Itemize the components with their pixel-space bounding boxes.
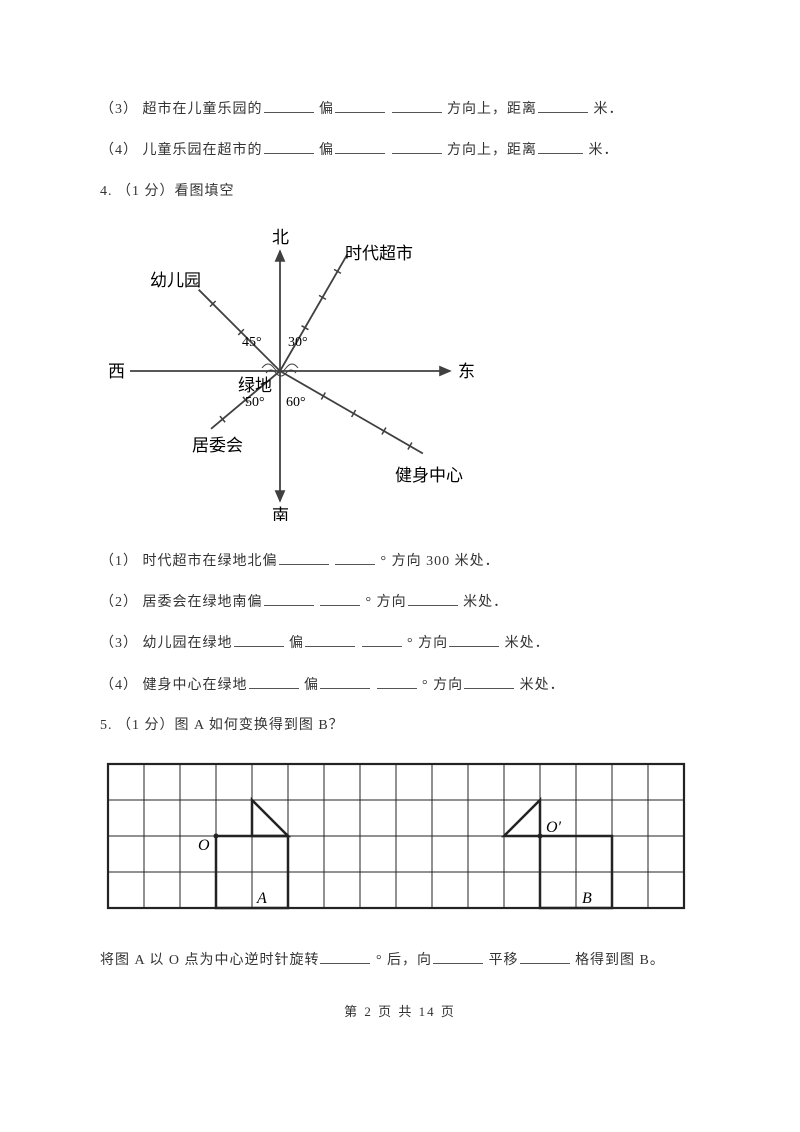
svg-text:O′: O′ (546, 819, 562, 836)
blank[interactable] (408, 591, 458, 606)
svg-text:45°: 45° (242, 335, 262, 350)
blank[interactable] (538, 98, 588, 113)
svg-text:西: 西 (108, 362, 125, 381)
svg-text:南: 南 (272, 506, 289, 521)
q4-sub1-mid: ° 方向 300 米处． (381, 554, 500, 569)
blank[interactable] (249, 674, 299, 689)
page-footer: 第 2 页 共 14 页 (100, 1002, 700, 1023)
q4-sub4-mid1: 偏 (304, 678, 319, 693)
blank[interactable] (335, 139, 385, 154)
blank[interactable] (335, 550, 375, 565)
q3-sub3-prefix: 超市在儿童乐园的 (143, 102, 263, 117)
q3-sub4: （4） 儿童乐园在超市的 偏 方向上，距离 米． (100, 139, 700, 162)
compass-diagram: 北南 东 西绿地 幼儿园 时代超市居委会健身中心 45° 30° 50° 60° (100, 221, 700, 529)
blank[interactable] (320, 591, 360, 606)
q4-sub1-prefix: 时代超市在绿地北偏 (143, 554, 278, 569)
q4-sub3-mid2: ° 方向 (407, 636, 448, 651)
blank[interactable] (362, 632, 402, 647)
q3-sub4-num: （4） (100, 143, 138, 158)
q5-mid2: 平移 (489, 953, 519, 968)
q3-sub3-mid1: 偏 (319, 102, 334, 117)
blank[interactable] (320, 949, 370, 964)
blank[interactable] (264, 98, 314, 113)
q4-sub4-suffix: 米处． (520, 678, 565, 693)
q4-sub2-prefix: 居委会在绿地南偏 (143, 595, 263, 610)
q4-sub4-num: （4） (100, 678, 138, 693)
q5-mid1: ° 后，向 (376, 953, 432, 968)
blank[interactable] (464, 674, 514, 689)
q3-sub4-mid1: 偏 (319, 143, 334, 158)
blank[interactable] (377, 674, 417, 689)
q3-sub3: （3） 超市在儿童乐园的 偏 方向上，距离 米． (100, 98, 700, 121)
q3-sub4-prefix: 儿童乐园在超市的 (143, 143, 263, 158)
q4-header: 4. （1 分）看图填空 (100, 181, 700, 203)
blank[interactable] (520, 949, 570, 964)
q4-sub2-num: （2） (100, 595, 138, 610)
blank[interactable] (264, 591, 314, 606)
svg-text:B: B (582, 890, 592, 907)
q4-sub3: （3） 幼儿园在绿地 偏 ° 方向 米处． (100, 632, 700, 655)
blank[interactable] (433, 949, 483, 964)
blank[interactable] (449, 632, 499, 647)
svg-text:健身中心: 健身中心 (395, 466, 463, 485)
q4-sub4: （4） 健身中心在绿地 偏 ° 方向 米处． (100, 674, 700, 697)
svg-text:绿地: 绿地 (238, 376, 272, 395)
blank[interactable] (335, 98, 385, 113)
q5-answer: 将图 A 以 O 点为中心逆时针旋转 ° 后，向 平移 格得到图 B。 (100, 949, 700, 972)
svg-text:东: 东 (458, 362, 475, 381)
q5-suffix: 格得到图 B。 (575, 953, 665, 968)
blank[interactable] (538, 139, 583, 154)
grid-diagram: O A O′ B (100, 756, 700, 924)
svg-text:30°: 30° (288, 335, 308, 350)
svg-text:50°: 50° (245, 395, 265, 410)
q5-header: 5. （1 分）图 A 如何变换得到图 B？ (100, 715, 700, 737)
blank[interactable] (320, 674, 370, 689)
blank[interactable] (305, 632, 355, 647)
q3-sub4-mid2: 方向上，距离 (447, 143, 537, 158)
svg-text:北: 北 (272, 228, 289, 247)
q4-sub3-prefix: 幼儿园在绿地 (143, 636, 233, 651)
svg-text:O: O (198, 837, 210, 854)
q4-sub1: （1） 时代超市在绿地北偏 ° 方向 300 米处． (100, 550, 700, 573)
svg-text:时代超市: 时代超市 (345, 244, 413, 263)
q4-sub2: （2） 居委会在绿地南偏 ° 方向 米处． (100, 591, 700, 614)
q4-sub3-num: （3） (100, 636, 138, 651)
svg-text:居委会: 居委会 (192, 436, 243, 455)
q3-sub4-suffix: 米． (589, 143, 619, 158)
q5-prefix: 将图 A 以 O 点为中心逆时针旋转 (100, 953, 319, 968)
svg-text:60°: 60° (286, 395, 306, 410)
svg-text:A: A (256, 890, 267, 907)
blank[interactable] (392, 98, 442, 113)
q4-sub2-suffix: 米处． (463, 595, 508, 610)
q4-sub3-mid1: 偏 (289, 636, 304, 651)
blank[interactable] (279, 550, 329, 565)
q3-sub3-suffix: 米． (594, 102, 624, 117)
q3-sub3-num: （3） (100, 102, 138, 117)
q4-sub4-mid2: ° 方向 (422, 678, 463, 693)
svg-text:幼儿园: 幼儿园 (150, 271, 201, 290)
q3-sub3-mid2: 方向上，距离 (447, 102, 537, 117)
blank[interactable] (234, 632, 284, 647)
blank[interactable] (392, 139, 442, 154)
q4-sub2-mid1: ° 方向 (366, 595, 407, 610)
q4-sub4-prefix: 健身中心在绿地 (143, 678, 248, 693)
q4-sub3-suffix: 米处． (505, 636, 550, 651)
q4-sub1-num: （1） (100, 554, 138, 569)
blank[interactable] (264, 139, 314, 154)
